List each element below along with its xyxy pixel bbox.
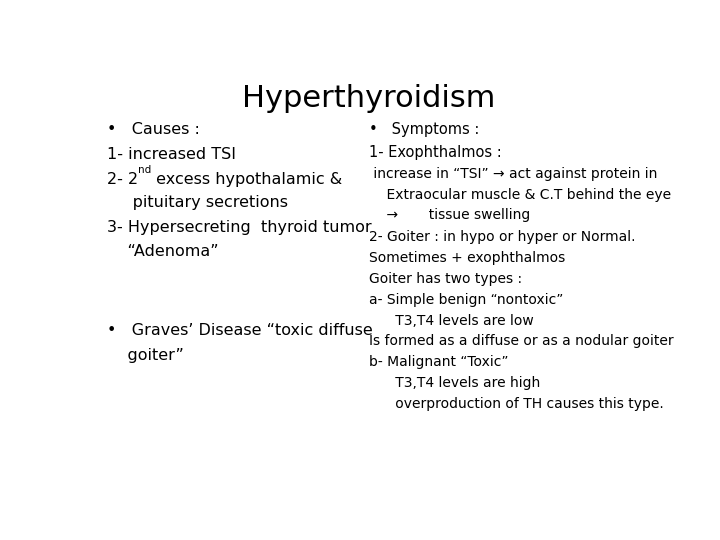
Text: 2- Goiter : in hypo or hyper or Normal.: 2- Goiter : in hypo or hyper or Normal.: [369, 231, 636, 245]
Text: 1- increased TSI: 1- increased TSI: [107, 147, 235, 161]
Text: overproduction of TH causes this type.: overproduction of TH causes this type.: [369, 397, 664, 411]
Text: →       tissue swelling: → tissue swelling: [369, 208, 530, 222]
Text: •   Causes :: • Causes :: [107, 122, 199, 137]
Text: goiter”: goiter”: [107, 348, 184, 363]
Text: “Adenoma”: “Adenoma”: [107, 245, 218, 259]
Text: T3,T4 levels are low: T3,T4 levels are low: [369, 314, 534, 328]
Text: 1- Exophthalmos :: 1- Exophthalmos :: [369, 145, 502, 160]
Text: Is formed as a diffuse or as a nodular goiter: Is formed as a diffuse or as a nodular g…: [369, 334, 674, 348]
Text: •   Symptoms :: • Symptoms :: [369, 122, 480, 137]
Text: pituitary secretions: pituitary secretions: [107, 195, 288, 211]
Text: •   Graves’ Disease “toxic diffuse: • Graves’ Disease “toxic diffuse: [107, 323, 372, 339]
Text: a- Simple benign “nontoxic”: a- Simple benign “nontoxic”: [369, 293, 563, 307]
Text: increase in “TSI” → act against protein in: increase in “TSI” → act against protein …: [369, 167, 657, 181]
Text: Extraocular muscle & C.T behind the eye: Extraocular muscle & C.T behind the eye: [369, 187, 671, 201]
Text: excess hypothalamic &: excess hypothalamic &: [151, 172, 343, 187]
Text: Goiter has two types :: Goiter has two types :: [369, 272, 522, 286]
Text: b- Malignant “Toxic”: b- Malignant “Toxic”: [369, 355, 508, 369]
Text: 3- Hypersecreting  thyroid tumor: 3- Hypersecreting thyroid tumor: [107, 220, 372, 235]
Text: 2- 2: 2- 2: [107, 172, 138, 187]
Text: Hyperthyroidism: Hyperthyroidism: [243, 84, 495, 112]
Text: Sometimes + exophthalmos: Sometimes + exophthalmos: [369, 251, 565, 265]
Text: T3,T4 levels are high: T3,T4 levels are high: [369, 376, 540, 390]
Text: nd: nd: [138, 165, 151, 175]
